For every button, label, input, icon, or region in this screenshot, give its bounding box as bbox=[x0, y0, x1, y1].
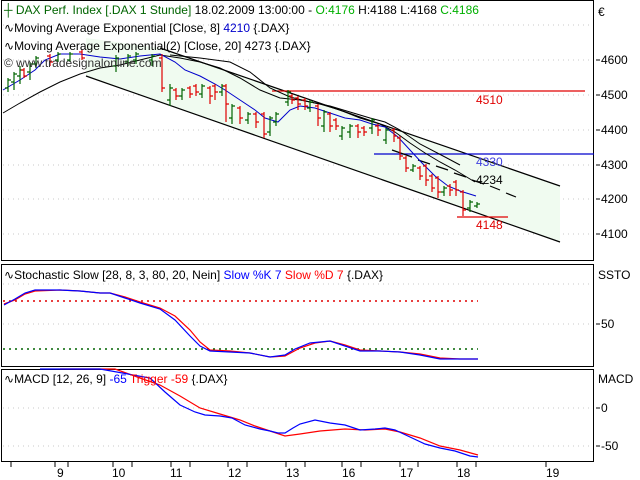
low-value: L:4168 bbox=[400, 3, 437, 17]
x-label-18: 18 bbox=[457, 466, 471, 480]
legend-datetime: 18.02.2009 13:00:00 bbox=[194, 3, 305, 17]
x-label-12: 12 bbox=[228, 466, 242, 480]
open-value: O:4176 bbox=[315, 3, 355, 17]
main-legend-line2: ∿Moving Average Exponential [Close, 8] 4… bbox=[4, 21, 289, 35]
macd-grid bbox=[3, 407, 592, 447]
macd-y-tick-minus50: -50 bbox=[601, 439, 619, 453]
x-label-17: 17 bbox=[400, 466, 414, 480]
macd-y-tick-0: 0 bbox=[601, 401, 608, 415]
wave-icon: ∿ bbox=[4, 372, 15, 386]
macd-legend: ∿MACD [12, 26, 9] -65 Trigger -59 {.DAX} bbox=[4, 372, 228, 386]
y-tick-4300: 4300 bbox=[601, 158, 628, 172]
y-tick-4200: 4200 bbox=[601, 192, 628, 206]
y-tick-4400: 4400 bbox=[601, 123, 628, 137]
watermark: © www.tradesignalonline.com bbox=[4, 56, 162, 70]
high-value: H:4188 bbox=[358, 3, 397, 17]
stoch-legend: ∿Stochastic Slow [28, 8, 3, 80, 20, Nein… bbox=[4, 268, 383, 282]
macd-trigger-label: Trigger -59 bbox=[129, 372, 189, 386]
macd-trigger-line bbox=[60, 368, 479, 456]
y-tick-4100: 4100 bbox=[601, 227, 628, 241]
main-legend-line3: ∿Moving Average Exponential(2) [Close, 2… bbox=[4, 39, 311, 53]
macd-panel bbox=[1, 368, 594, 462]
trend-channel bbox=[86, 38, 560, 242]
ema20-line bbox=[2, 54, 476, 183]
stoch-params: Stochastic Slow [28, 8, 3, 80, 20, Nein] bbox=[14, 268, 221, 282]
currency-label: € bbox=[598, 5, 605, 19]
main-legend-line1: ┼ DAX Perf. Index [.DAX 1 Stunde] 18.02.… bbox=[4, 3, 479, 17]
macd-axis-title: MACD bbox=[598, 372, 634, 386]
close-value: C:4186 bbox=[440, 3, 479, 17]
stochastic-panel bbox=[1, 264, 594, 367]
x-label-11: 11 bbox=[170, 466, 183, 480]
y-tick-4600: 4600 bbox=[601, 53, 628, 67]
ema1-label: Moving Average Exponential [Close, 8] bbox=[14, 21, 220, 35]
stoch-k-line bbox=[3, 289, 478, 360]
macd-suffix: {.DAX} bbox=[191, 372, 228, 386]
wave-icon: ∿ bbox=[4, 39, 15, 53]
y-tick-4500: 4500 bbox=[601, 88, 628, 102]
stoch-grid bbox=[3, 283, 592, 325]
macd-line bbox=[40, 368, 479, 458]
ema2-label: Moving Average Exponential(2) [Close, 20… bbox=[14, 39, 311, 53]
x-label-16: 16 bbox=[342, 466, 356, 480]
resistance-label: 4510 bbox=[476, 93, 503, 107]
support-label: 4148 bbox=[476, 218, 503, 232]
ema1-value: 4210 bbox=[223, 21, 251, 35]
wave-icon: ∿ bbox=[4, 21, 15, 35]
macd-params: MACD [12, 26, 9] bbox=[14, 372, 107, 386]
mid-level-label: 4234 bbox=[476, 173, 503, 187]
stoch-suffix: {.DAX} bbox=[346, 268, 383, 282]
x-label-9: 9 bbox=[57, 466, 64, 480]
wave-icon: ∿ bbox=[4, 268, 15, 282]
y-axis-ticks bbox=[596, 59, 600, 447]
stoch-axis-title: SSTO bbox=[598, 268, 631, 282]
x-label-13: 13 bbox=[286, 466, 300, 480]
ema1-suffix: {.DAX} bbox=[253, 21, 290, 35]
x-label-19: 19 bbox=[546, 466, 560, 480]
stoch-k-label: Slow %K 7 bbox=[223, 268, 282, 282]
ema20-upper-line bbox=[169, 54, 461, 166]
x-label-10: 10 bbox=[112, 466, 126, 480]
stoch-d-label: Slow %D 7 bbox=[284, 268, 344, 282]
main-panel bbox=[1, 0, 594, 261]
blue-level-label: 4330 bbox=[476, 155, 503, 169]
ema8-line bbox=[2, 53, 477, 197]
ohlc-bar-icon: ┼ bbox=[4, 3, 13, 17]
stoch-y-tick-50: 50 bbox=[601, 317, 615, 331]
x-axis-ticks bbox=[10, 462, 547, 467]
symbol-name: DAX Perf. Index [.DAX 1 Stunde] bbox=[15, 3, 192, 17]
ohlc-bars bbox=[5, 50, 480, 216]
macd-value: -65 bbox=[109, 372, 127, 386]
projection-dashes bbox=[391, 149, 517, 198]
